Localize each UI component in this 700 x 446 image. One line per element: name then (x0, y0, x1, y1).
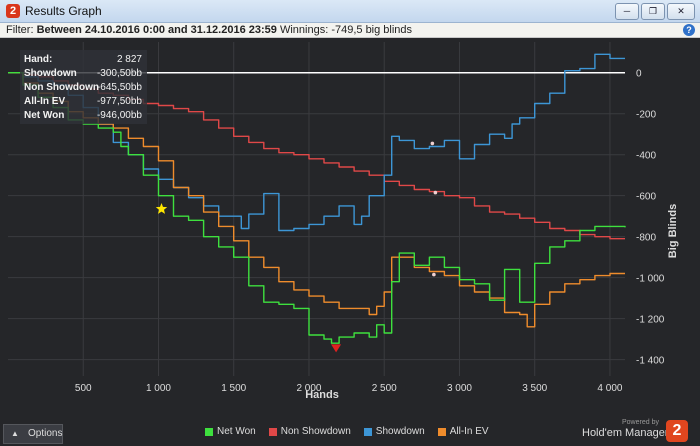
series-legend: Net Won Non Showdown Showdown All-In EV (205, 426, 489, 437)
x-tick-label: 500 (75, 383, 92, 394)
powered-by-text: Powered by (622, 419, 659, 426)
brand-name: Hold'em Manager (582, 427, 669, 439)
hem-app-icon: 2 (6, 4, 20, 18)
stats-key: Hand: (24, 54, 53, 65)
marker-layer (155, 141, 438, 353)
point-marker (432, 272, 436, 277)
minimize-icon[interactable]: ─ (615, 3, 639, 20)
stats-key: All-In EV (24, 96, 66, 107)
restore-icon[interactable]: ❐ (641, 3, 665, 20)
x-tick-label: 2 000 (296, 383, 321, 394)
stats-row-all-in-ev: All-In EV -977,50bb (24, 95, 142, 109)
stats-row-net-won: Net Won -946,00bb (24, 109, 142, 123)
legend-label: Net Won (217, 426, 256, 437)
legend-item-net-won[interactable]: Net Won (205, 426, 256, 437)
series-line-net-won (8, 72, 626, 344)
stats-row-showdown: Showdown -300,50bb (24, 67, 142, 81)
title-bar: 2 Results Graph ─ ❐ ✕ (0, 0, 700, 23)
legend-item-showdown[interactable]: Showdown (363, 426, 425, 437)
grid (8, 42, 625, 376)
legend-swatch (363, 427, 372, 436)
y-tick-label: -1 200 (636, 315, 665, 326)
y-tick-label: -1 400 (636, 356, 665, 367)
filter-winnings: Winnings: -749,5 big blinds (279, 24, 413, 36)
y-tick-labels: 0 -200 -400 -600 -800 -1 000 -1 200 -1 400 (636, 69, 665, 367)
y-tick-label: -600 (636, 192, 656, 203)
brand-logo-icon: 2 (666, 420, 688, 442)
stats-value: -946,00bb (96, 110, 142, 121)
x-axis-label: Hands (305, 389, 339, 401)
stats-row-hand: Hand: 2 827 (24, 53, 142, 67)
stats-value: -645,50bb (96, 82, 142, 93)
chevron-up-icon: ▲ (11, 429, 19, 438)
stats-key: Non Showdown (24, 82, 99, 93)
y-tick-label: -800 (636, 233, 656, 244)
help-icon[interactable]: ? (683, 24, 695, 36)
y-axis-label: Big Blinds (667, 204, 679, 258)
x-tick-label: 3 000 (447, 383, 472, 394)
stats-panel: Hand: 2 827 Showdown -300,50bb Non Showd… (20, 50, 147, 124)
y-tick-label: -1 000 (636, 274, 665, 285)
stats-key: Showdown (24, 68, 77, 79)
results-chart: 0 -200 -400 -600 -800 -1 000 -1 200 -1 400 500 1… (8, 42, 679, 401)
point-marker (433, 190, 438, 195)
filter-bar: Filter: Between 24.10.2016 0:00 and 31.1… (0, 23, 700, 38)
y-tick-label: 0 (636, 69, 642, 80)
x-tick-label: 2 500 (372, 383, 397, 394)
y-tick-label: -400 (636, 151, 656, 162)
close-icon[interactable]: ✕ (667, 3, 695, 20)
legend-label: Non Showdown (280, 426, 351, 437)
x-tick-labels: 500 1 000 1 500 2 000 2 500 3 000 3 500 4 000 (75, 383, 623, 394)
legend-label: All-In EV (449, 426, 489, 437)
legend-item-all-in-ev[interactable]: All-In EV (437, 426, 489, 437)
x-tick-label: 3 500 (522, 383, 547, 394)
stats-key: Net Won (24, 110, 65, 121)
legend-item-non-showdown[interactable]: Non Showdown (268, 426, 351, 437)
triangle-marker-icon (331, 344, 342, 353)
legend-label: Showdown (375, 426, 425, 437)
x-tick-label: 1 500 (221, 383, 246, 394)
stats-value: 2 827 (116, 54, 142, 65)
point-marker (430, 141, 435, 146)
stats-value: -977,50bb (96, 96, 142, 107)
stats-row-non-showdown: Non Showdown -645,50bb (24, 81, 142, 95)
series-line-showdown (8, 53, 625, 232)
x-tick-label: 1 000 (146, 383, 171, 394)
legend-swatch (268, 427, 277, 436)
series-line-all-in-ev (8, 72, 625, 328)
star-marker-icon (155, 203, 168, 214)
x-tick-label: 4 000 (597, 383, 622, 394)
filter-range: Between 24.10.2016 0:00 and 31.12.2016 2… (36, 24, 277, 36)
legend-swatch (437, 427, 446, 436)
y-tick-label: -200 (636, 110, 656, 121)
options-button[interactable]: ▲ Options (3, 424, 63, 444)
filter-label: Filter: (6, 24, 34, 36)
window-title: Results Graph (25, 4, 102, 18)
legend-swatch (205, 427, 213, 436)
options-label: Options (28, 428, 63, 439)
series-layer (8, 53, 626, 344)
stats-value: -300,50bb (96, 68, 142, 79)
